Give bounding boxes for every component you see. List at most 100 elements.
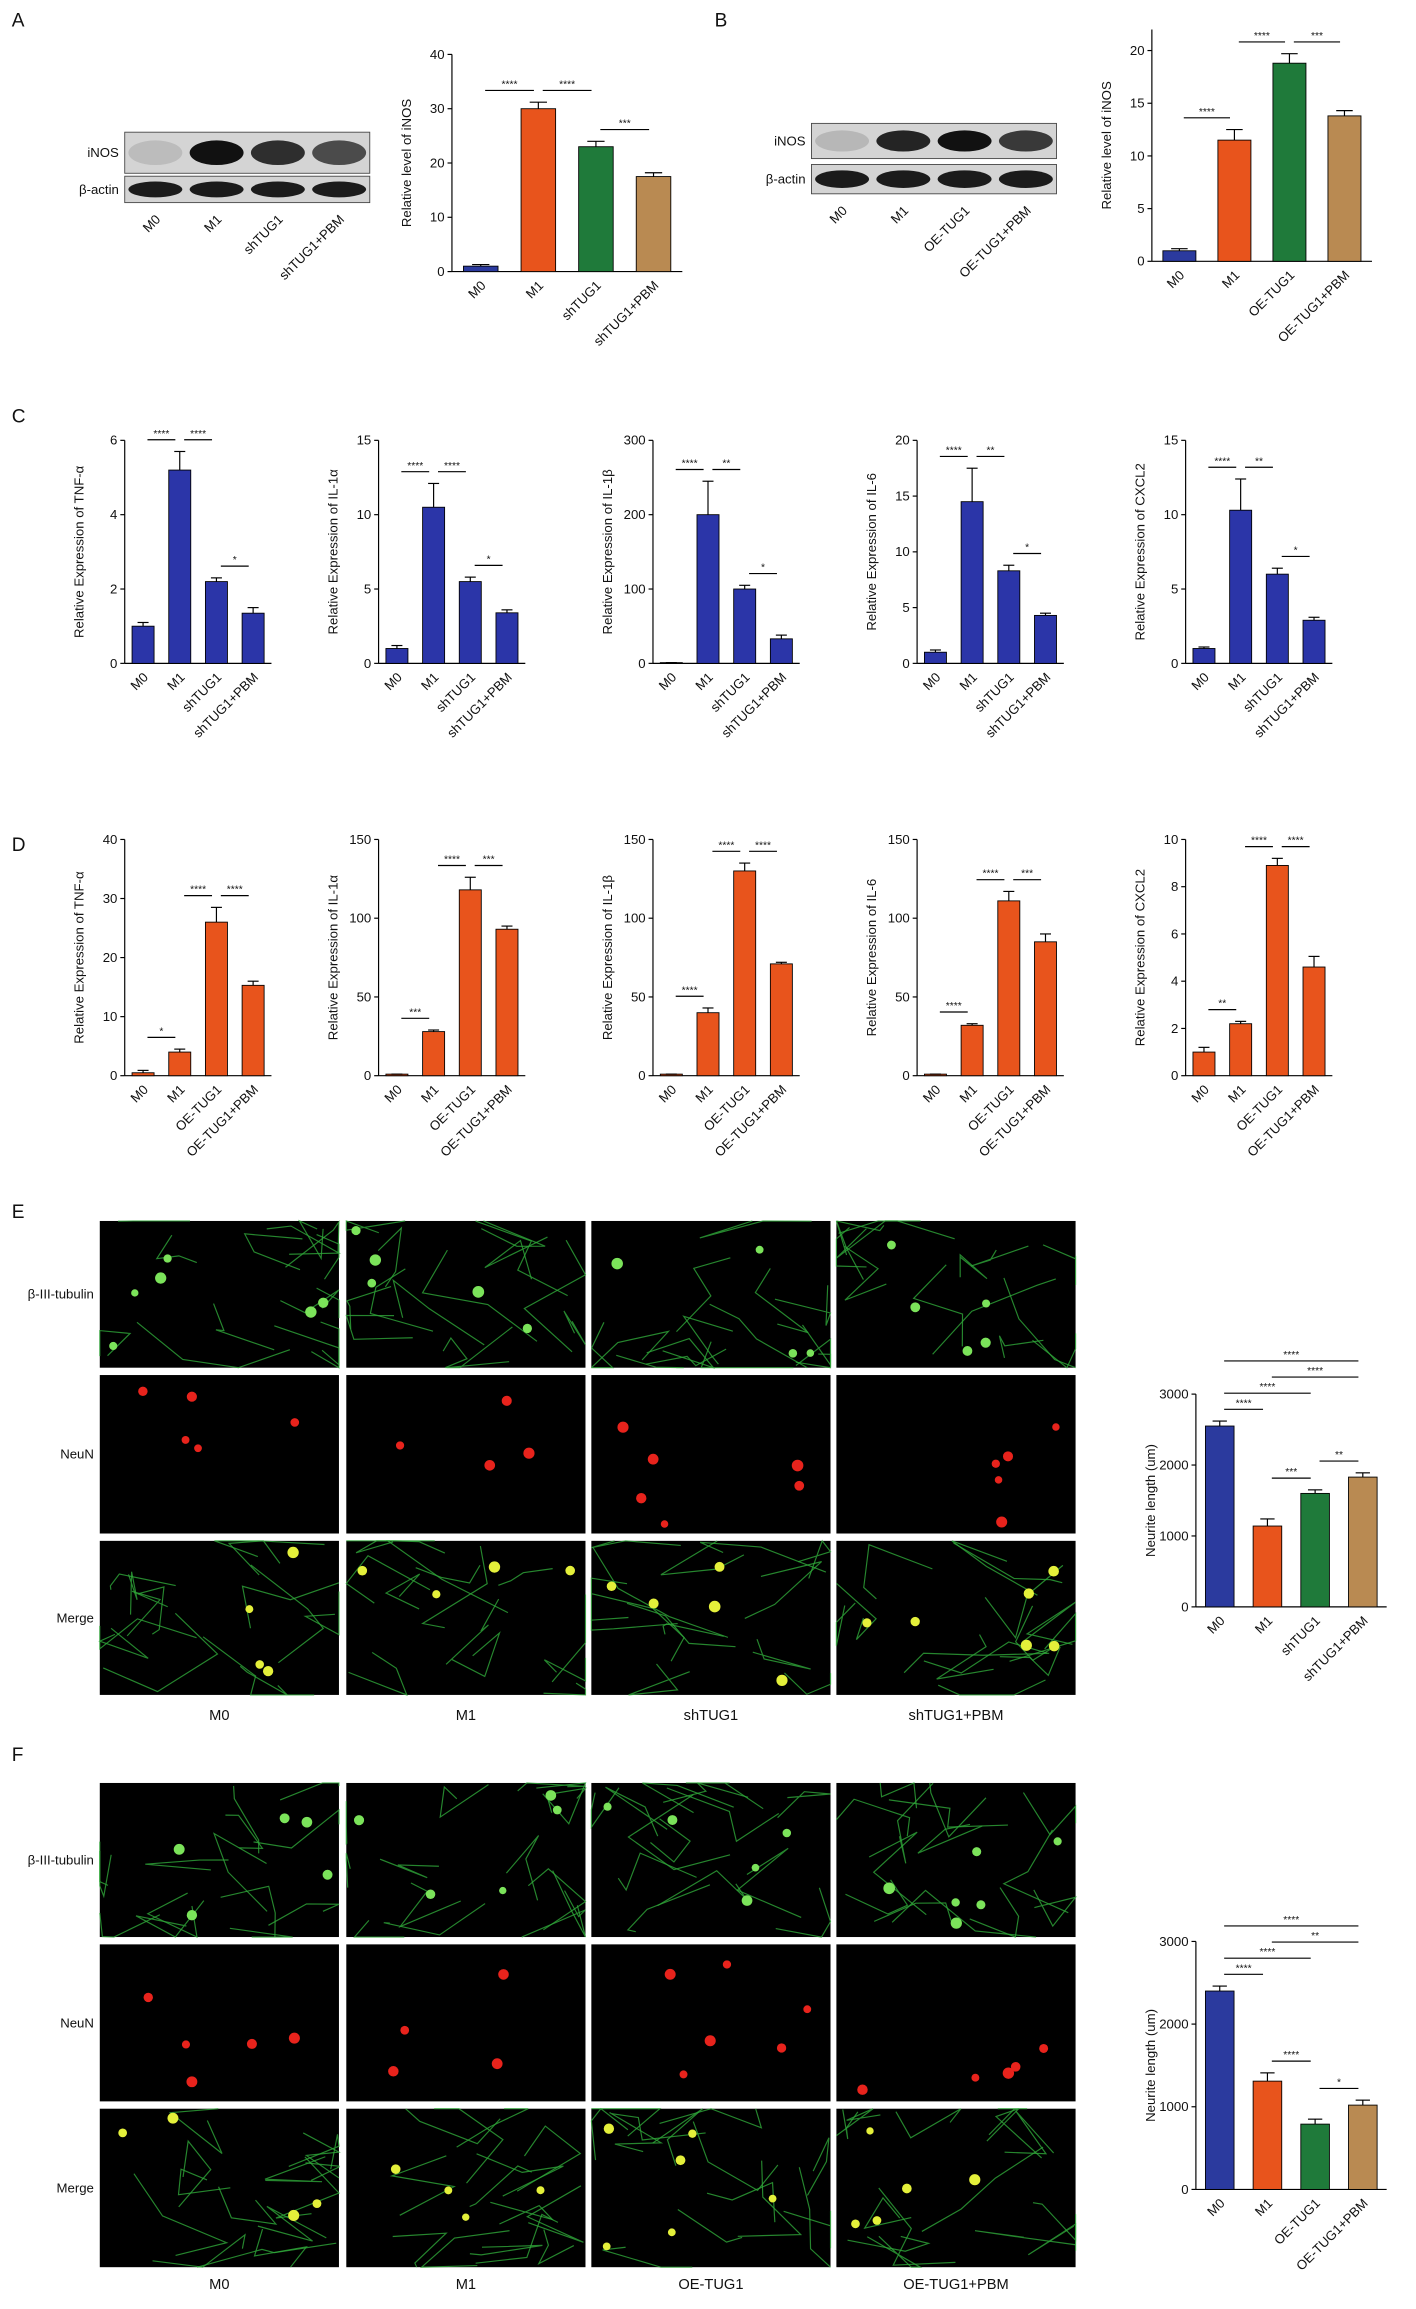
y-axis-label: Relative Expression of CXCL2	[1133, 869, 1148, 1046]
cell-body	[305, 1306, 316, 1317]
y-tick-label: 10	[103, 1009, 118, 1024]
cell-body	[498, 1969, 509, 1980]
y-axis-label: Neurite length (um)	[1143, 2009, 1158, 2122]
error-bar	[1356, 1473, 1370, 1477]
bar	[242, 613, 264, 663]
bar	[734, 589, 756, 663]
significance-label: ****	[1236, 1963, 1252, 1974]
x-tick-label: M1	[1225, 670, 1249, 694]
cell-body	[911, 1617, 920, 1626]
x-tick-label: M0	[920, 670, 944, 694]
x-tick-label: M1	[164, 670, 188, 694]
cell-body	[789, 1349, 798, 1358]
y-tick-label: 15	[1164, 433, 1179, 448]
cell-body	[976, 1900, 985, 1909]
bar	[998, 901, 1020, 1076]
y-tick-label: 15	[895, 488, 910, 503]
cell-body	[1021, 1640, 1032, 1651]
micrograph-row-label: Merge	[57, 1610, 94, 1625]
cell-body	[388, 2066, 398, 2076]
cell-body	[186, 2076, 197, 2087]
cell-body	[995, 1476, 1003, 1484]
significance-label: ****	[502, 80, 518, 91]
bar	[1349, 2105, 1378, 2189]
micrograph-column-label: OE-TUG1+PBM	[903, 2277, 1008, 2293]
y-tick-label: 0	[1181, 1599, 1188, 1614]
bar	[734, 871, 756, 1076]
y-tick-label: 0	[437, 264, 444, 279]
error-bar	[1226, 130, 1243, 141]
x-tick-label: M1	[692, 1082, 716, 1106]
error-bar	[587, 141, 604, 146]
significance-label: ****	[444, 461, 460, 472]
cell-body	[553, 1806, 562, 1815]
cell-body	[426, 1890, 435, 1899]
y-tick-label: 100	[624, 911, 646, 926]
cell-body	[705, 2035, 716, 2046]
micrograph	[836, 2109, 1075, 2267]
x-tick-label: M0	[127, 670, 151, 694]
error-bar	[1040, 934, 1051, 942]
micrograph	[836, 1944, 1075, 2101]
micrograph	[591, 1375, 830, 1533]
panel-label: B	[715, 11, 728, 32]
significance-label: ****	[982, 869, 998, 880]
significance-label: ***	[409, 1007, 421, 1018]
bar	[423, 1032, 445, 1076]
cell-body	[302, 1817, 313, 1828]
micrograph	[346, 1221, 585, 1368]
cell-body	[194, 1444, 202, 1452]
y-tick-label: 0	[110, 656, 117, 671]
micrograph	[100, 1375, 339, 1533]
micrograph-bg	[836, 1783, 1075, 1937]
significance-label: ****	[444, 855, 460, 866]
significance-label: ****	[1259, 1382, 1275, 1393]
blot-band	[815, 130, 869, 151]
cell-body	[255, 1660, 264, 1669]
micrograph-row-label: NeuN	[60, 2015, 94, 2030]
cell-body	[752, 1864, 760, 1872]
cell-body	[715, 1562, 725, 1572]
cell-body	[951, 1898, 959, 1906]
cell-body	[1048, 1566, 1059, 1577]
micrograph-column-label: shTUG1+PBM	[909, 1708, 1004, 1724]
bar	[496, 613, 518, 664]
cell-body	[709, 1601, 721, 1613]
x-tick-label: M1	[1252, 1613, 1276, 1637]
error-bar	[739, 585, 750, 589]
cell-body	[1039, 2044, 1048, 2053]
cell-body	[617, 1422, 628, 1433]
blot-band	[128, 181, 182, 197]
error-bar	[645, 173, 662, 177]
error-bar	[428, 483, 439, 507]
significance-label: ***	[1311, 31, 1323, 42]
error-bar	[702, 481, 713, 514]
micrograph-bg	[591, 1944, 830, 2101]
cell-body	[769, 2195, 777, 2203]
cell-body	[523, 1448, 534, 1459]
cell-body	[396, 1441, 404, 1449]
cell-body	[118, 2128, 127, 2137]
y-tick-label: 3000	[1159, 1934, 1188, 1949]
error-bar	[174, 451, 185, 470]
cell-body	[866, 2127, 873, 2134]
blot-band	[999, 170, 1053, 188]
x-tick-label: M0	[656, 670, 680, 694]
micrograph	[591, 1221, 830, 1368]
micrograph-column-label: M1	[456, 1708, 476, 1724]
bar	[1034, 942, 1056, 1076]
significance-label: ****	[946, 446, 962, 457]
cell-body	[289, 2033, 300, 2044]
bar	[521, 109, 556, 272]
bar	[1301, 2124, 1330, 2189]
cell-body	[472, 1286, 484, 1298]
cell-body	[756, 1246, 764, 1254]
y-tick-label: 40	[430, 47, 445, 62]
y-tick-label: 1000	[1159, 1528, 1188, 1543]
y-axis-label: Relative Expression of IL-1β	[600, 469, 615, 635]
y-axis-label: Relative Expression of TNF-α	[72, 871, 87, 1044]
bar	[496, 929, 518, 1075]
y-tick-label: 2000	[1159, 1457, 1188, 1472]
cell-body	[676, 2155, 686, 2165]
